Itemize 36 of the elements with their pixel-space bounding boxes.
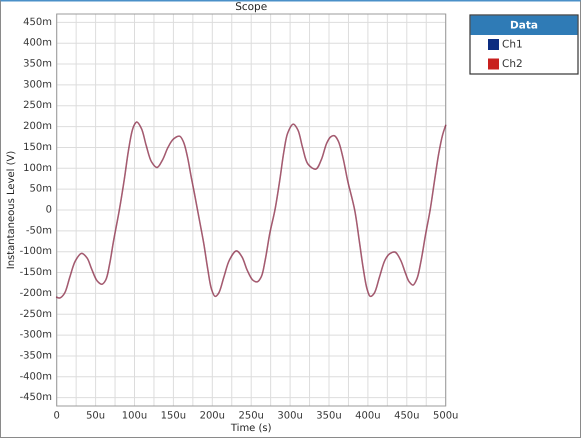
y-tick-label: -400m bbox=[20, 371, 52, 382]
y-tick-label: 400m bbox=[23, 38, 52, 49]
x-tick-label: 250u bbox=[238, 410, 264, 422]
legend-label: Ch1 bbox=[502, 38, 523, 50]
x-tick-label: 100u bbox=[122, 410, 148, 422]
y-tick-label: 0 bbox=[46, 204, 52, 216]
legend-title: Data bbox=[510, 20, 538, 32]
x-tick-label: 350u bbox=[316, 410, 342, 422]
y-tick-label: -100m bbox=[20, 246, 52, 258]
y-tick-label: -150m bbox=[20, 267, 52, 278]
y-tick-label: -300m bbox=[20, 330, 52, 341]
y-tick-label: -250m bbox=[20, 308, 52, 320]
y-tick-label: 50m bbox=[30, 184, 52, 195]
y-tick-label: 450m bbox=[23, 16, 52, 28]
y-tick-label: 350m bbox=[23, 58, 52, 70]
legend-label: Ch2 bbox=[502, 58, 523, 70]
y-axis-title: Instantaneous Level (V) bbox=[6, 150, 16, 270]
y-tick-label: -350m bbox=[20, 350, 52, 362]
x-axis-title: Time (s) bbox=[230, 422, 272, 434]
x-tick-label: 150u bbox=[160, 410, 186, 422]
x-tick-label: 300u bbox=[277, 410, 303, 422]
x-tick-label: 50u bbox=[86, 410, 106, 422]
x-tick-label: 500u bbox=[432, 410, 458, 422]
chart-title: Scope bbox=[235, 1, 268, 13]
y-tick-label: 250m bbox=[23, 100, 52, 112]
y-tick-label: 200m bbox=[23, 121, 52, 132]
y-tick-label: 100m bbox=[23, 162, 52, 174]
x-tick-label: 200u bbox=[200, 410, 226, 422]
x-tick-label: 400u bbox=[355, 410, 381, 422]
y-tick-label: 150m bbox=[23, 142, 52, 153]
y-tick-label: 300m bbox=[23, 79, 52, 90]
y-tick-label: -450m bbox=[20, 392, 52, 404]
y-tick-label: -50m bbox=[26, 225, 52, 236]
y-tick-label: -200m bbox=[20, 288, 52, 299]
x-tick-label: 0 bbox=[54, 410, 60, 422]
x-tick-label: 450u bbox=[394, 410, 420, 422]
